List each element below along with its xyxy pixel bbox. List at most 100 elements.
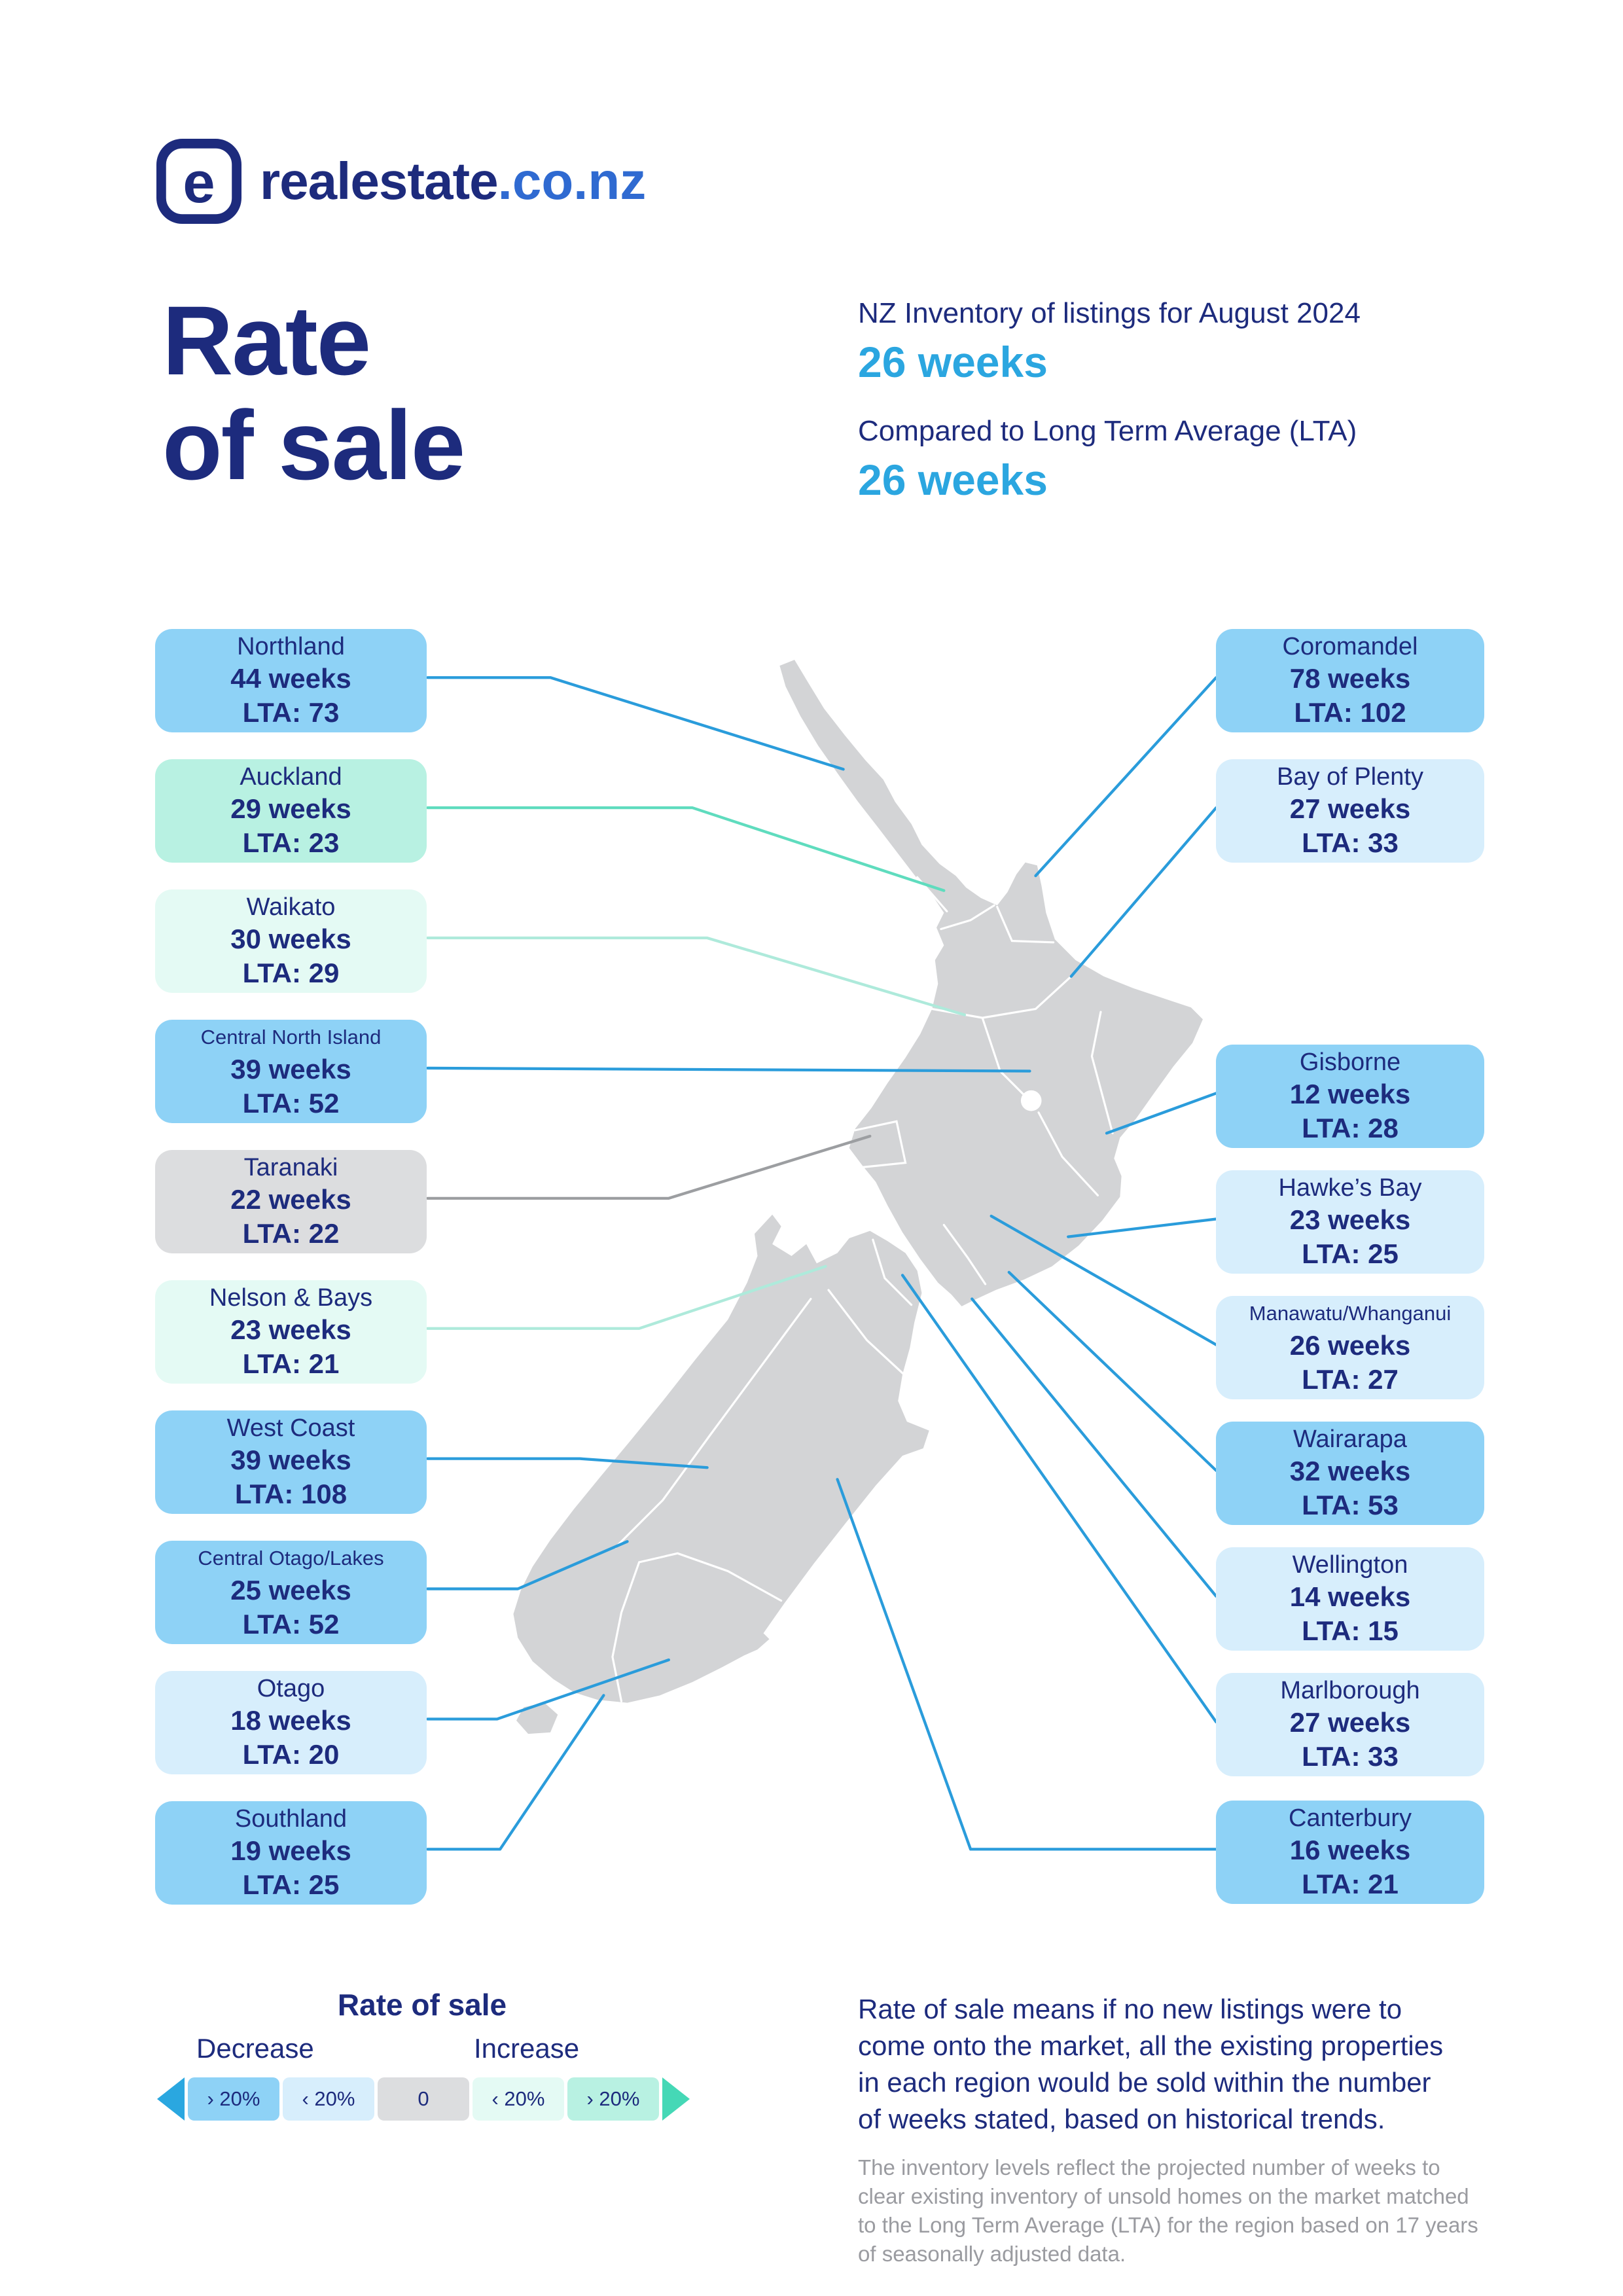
region-card-northland: Northland 44 weeks LTA: 73 bbox=[155, 629, 427, 732]
brand-suffix: .co.nz bbox=[497, 152, 647, 210]
connector-otago bbox=[426, 1658, 670, 1721]
region-card-southland: Southland 19 weeks LTA: 25 bbox=[155, 1801, 427, 1905]
region-card-manawatu-whanganui: Manawatu/Whanganui 26 weeks LTA: 27 bbox=[1216, 1296, 1484, 1399]
region-card-taranaki: Taranaki 22 weeks LTA: 22 bbox=[155, 1150, 427, 1253]
region-name: Bay of Plenty bbox=[1277, 763, 1423, 791]
region-weeks: 23 weeks bbox=[1289, 1204, 1411, 1235]
region-name: Northland bbox=[237, 633, 345, 660]
region-lta: LTA: 108 bbox=[234, 1479, 348, 1509]
region-lta: LTA: 33 bbox=[1302, 827, 1399, 858]
rate-of-sale-definition: Rate of sale means if no new listings we… bbox=[858, 1994, 1444, 2134]
region-card-bay-of-plenty: Bay of Plenty 27 weeks LTA: 33 bbox=[1216, 759, 1484, 863]
connector-canterbury bbox=[836, 1478, 1218, 1851]
region-weeks: 23 weeks bbox=[230, 1314, 351, 1345]
region-name: Wellington bbox=[1292, 1551, 1408, 1579]
region-lta: LTA: 20 bbox=[242, 1739, 340, 1770]
region-lta: LTA: 21 bbox=[242, 1348, 340, 1379]
region-lta: LTA: 28 bbox=[1302, 1113, 1399, 1143]
scale-box-decrease-lt20: ‹ 20% bbox=[283, 2077, 374, 2121]
region-card-coromandel: Coromandel 78 weeks LTA: 102 bbox=[1216, 629, 1484, 732]
region-weeks: 27 weeks bbox=[1289, 1707, 1411, 1738]
decrease-arrow-icon bbox=[157, 2077, 185, 2121]
region-weeks: 39 weeks bbox=[230, 1444, 351, 1475]
south-island-shape bbox=[513, 1214, 929, 1703]
svg-text:e: e bbox=[183, 150, 215, 215]
lake-taupo bbox=[1020, 1090, 1042, 1111]
connector-waikato bbox=[426, 936, 967, 1016]
connector-wairarapa bbox=[1007, 1270, 1218, 1472]
page-title-line2: of sale bbox=[162, 390, 465, 500]
region-card-wairarapa: Wairarapa 32 weeks LTA: 53 bbox=[1216, 1422, 1484, 1525]
lta-value: 26 weeks bbox=[858, 456, 1048, 504]
region-name: Auckland bbox=[240, 763, 342, 791]
connector-west-coast bbox=[426, 1457, 709, 1469]
header-stats: NZ Inventory of listings for August 2024… bbox=[858, 296, 1361, 504]
region-lta: LTA: 25 bbox=[1302, 1238, 1399, 1269]
region-name: Taranaki bbox=[243, 1154, 338, 1181]
region-weeks: 30 weeks bbox=[230, 924, 351, 954]
region-weeks: 14 weeks bbox=[1289, 1581, 1411, 1612]
connector-lines bbox=[426, 676, 1218, 1851]
region-name: Otago bbox=[257, 1675, 325, 1702]
inventory-value: 26 weeks bbox=[858, 338, 1048, 386]
region-lta: LTA: 52 bbox=[242, 1088, 340, 1119]
connector-manawatu-whanganui bbox=[990, 1214, 1218, 1346]
region-weeks: 18 weeks bbox=[230, 1705, 351, 1736]
region-card-nelson-bays: Nelson & Bays 23 weeks LTA: 21 bbox=[155, 1280, 427, 1384]
region-card-canterbury: Canterbury 16 weeks LTA: 21 bbox=[1216, 1801, 1484, 1904]
region-name: West Coast bbox=[226, 1414, 355, 1442]
region-card-central-otago-lakes: Central Otago/Lakes 25 weeks LTA: 52 bbox=[155, 1541, 427, 1644]
region-name: Central Otago/Lakes bbox=[198, 1547, 384, 1570]
region-card-gisborne: Gisborne 12 weeks LTA: 28 bbox=[1216, 1045, 1484, 1148]
connector-southland bbox=[426, 1694, 605, 1851]
region-card-marlborough: Marlborough 27 weeks LTA: 33 bbox=[1216, 1673, 1484, 1776]
region-name: Central North Island bbox=[200, 1026, 382, 1049]
region-weeks: 19 weeks bbox=[230, 1835, 351, 1866]
region-weeks: 22 weeks bbox=[230, 1184, 351, 1215]
connector-taranaki bbox=[426, 1134, 872, 1200]
region-card-west-coast: West Coast 39 weeks LTA: 108 bbox=[155, 1410, 427, 1514]
legend-increase-label: Increase bbox=[474, 2033, 580, 2064]
inventory-label: NZ Inventory of listings for August 2024 bbox=[858, 297, 1361, 329]
region-card-otago: Otago 18 weeks LTA: 20 bbox=[155, 1671, 427, 1774]
region-lta: LTA: 102 bbox=[1294, 697, 1406, 728]
connector-central-north-island bbox=[426, 1066, 1031, 1073]
fine-print: The inventory levels reflect the project… bbox=[858, 2155, 1478, 2266]
legend-decrease-label: Decrease bbox=[196, 2033, 314, 2064]
connector-bay-of-plenty bbox=[1069, 806, 1218, 978]
region-lta: LTA: 33 bbox=[1302, 1741, 1399, 1772]
scale-box-increase-gt20: › 20% bbox=[567, 2077, 659, 2121]
increase-arrow-icon bbox=[662, 2077, 690, 2121]
region-name: Manawatu/Whanganui bbox=[1249, 1302, 1452, 1325]
region-weeks: 12 weeks bbox=[1289, 1079, 1411, 1109]
connector-central-otago-lakes bbox=[426, 1540, 629, 1590]
region-weeks: 16 weeks bbox=[1289, 1835, 1411, 1865]
region-card-waikato: Waikato 30 weeks LTA: 29 bbox=[155, 889, 427, 993]
lta-label: Compared to Long Term Average (LTA) bbox=[858, 415, 1357, 447]
north-island-shape bbox=[779, 660, 1203, 1306]
realestate-e-icon: e bbox=[156, 139, 241, 224]
region-weeks: 39 weeks bbox=[230, 1054, 351, 1085]
region-weeks: 27 weeks bbox=[1289, 793, 1411, 824]
scale-box-zero: 0 bbox=[378, 2077, 469, 2121]
legend-title: Rate of sale bbox=[337, 1988, 507, 2022]
region-name: Canterbury bbox=[1289, 1804, 1412, 1832]
brand-wordmark: realestate.co.nz bbox=[260, 151, 646, 211]
scale-box-increase-lt20: ‹ 20% bbox=[473, 2077, 564, 2121]
region-lta: LTA: 21 bbox=[1302, 1869, 1399, 1899]
region-weeks: 44 weeks bbox=[230, 663, 351, 694]
connector-northland bbox=[426, 676, 845, 771]
scale-box-decrease-gt20: › 20% bbox=[188, 2077, 279, 2121]
region-lta: LTA: 27 bbox=[1302, 1364, 1399, 1395]
connector-coromandel bbox=[1034, 676, 1218, 878]
region-name: Coromandel bbox=[1282, 633, 1418, 660]
brand-name: realestate bbox=[260, 152, 499, 210]
region-card-hawkes-bay: Hawke’s Bay 23 weeks LTA: 25 bbox=[1216, 1170, 1484, 1274]
region-lta: LTA: 29 bbox=[242, 958, 340, 988]
connector-auckland bbox=[426, 806, 946, 892]
connector-hawkes-bay bbox=[1067, 1217, 1218, 1238]
region-name: Gisborne bbox=[1299, 1049, 1401, 1076]
region-weeks: 25 weeks bbox=[230, 1575, 351, 1605]
region-name: Hawke’s Bay bbox=[1278, 1174, 1422, 1202]
region-weeks: 29 weeks bbox=[230, 793, 351, 824]
